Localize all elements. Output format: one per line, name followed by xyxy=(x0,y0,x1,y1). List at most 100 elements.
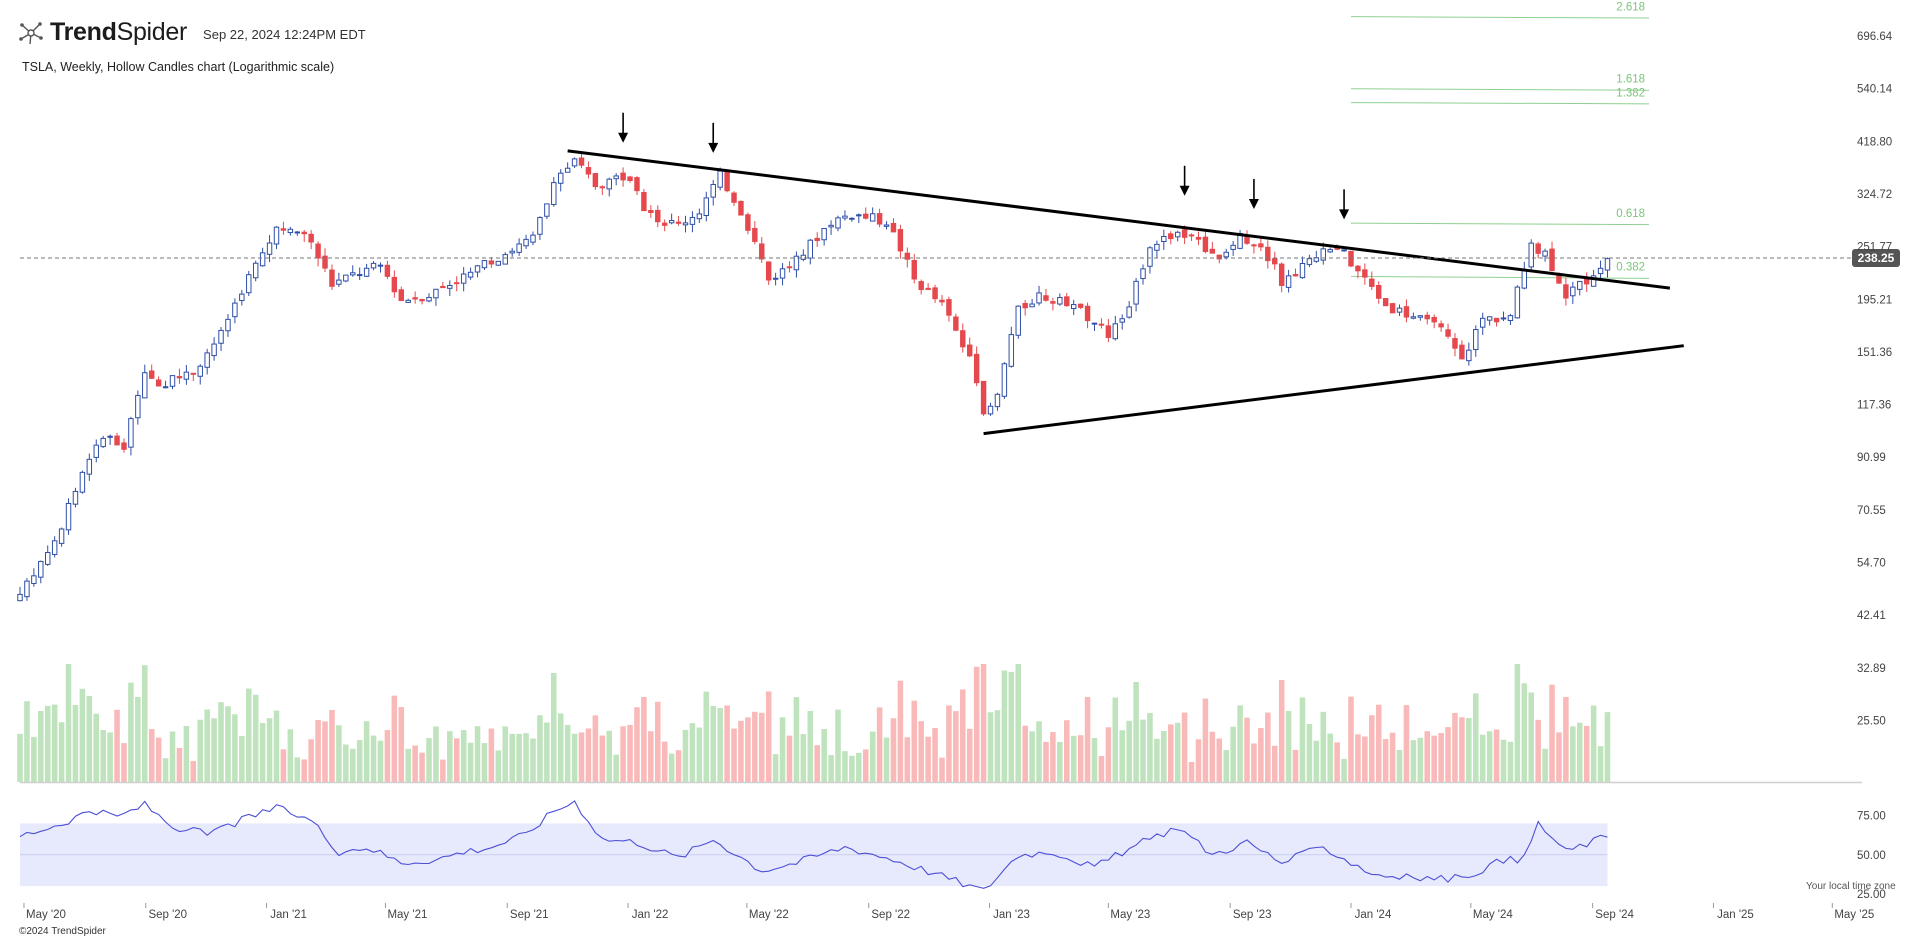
volume-bar xyxy=(939,757,945,782)
volume-bar xyxy=(613,754,619,782)
arrow-head xyxy=(1248,198,1259,209)
candle-body xyxy=(1500,317,1507,320)
candle-body xyxy=(1057,296,1063,305)
y-tick-label: 696.64 xyxy=(1857,31,1893,43)
candle-body xyxy=(1473,329,1479,351)
candle-body xyxy=(1022,302,1028,309)
arrow-head xyxy=(708,142,719,153)
volume-bar xyxy=(1216,738,1223,782)
volume-bar xyxy=(1493,729,1500,782)
volume-bar xyxy=(551,672,557,782)
candle-body xyxy=(1438,323,1444,328)
candle-body xyxy=(24,580,30,598)
volume-bar xyxy=(148,729,155,782)
x-tick-label: Sep '22 xyxy=(871,909,910,921)
candle-body xyxy=(1452,338,1458,349)
candle-body xyxy=(856,214,862,217)
candle-body xyxy=(738,200,744,216)
volume-bar xyxy=(1313,740,1320,782)
candle-body xyxy=(731,192,737,203)
volume-bar xyxy=(495,750,502,782)
candle-body xyxy=(1216,254,1222,260)
fib-label-1: 1.618 xyxy=(1616,74,1645,86)
volume-bar xyxy=(356,740,363,782)
volume-bar xyxy=(585,728,592,782)
candle-body xyxy=(447,284,453,289)
volume-bar xyxy=(363,721,370,782)
volume-bar xyxy=(1230,726,1236,782)
volume-bar xyxy=(245,688,252,782)
volume-bar xyxy=(280,749,287,782)
volume-bar xyxy=(1209,731,1216,782)
volume-bar xyxy=(1320,711,1327,782)
volume-bar xyxy=(592,715,599,782)
volume-bar xyxy=(1355,734,1361,782)
candle-body xyxy=(613,175,619,180)
rejection-arrows xyxy=(618,112,1350,220)
candle-body xyxy=(1549,248,1555,271)
candle-body xyxy=(953,316,959,331)
volume-bar xyxy=(675,750,682,782)
candle-body xyxy=(1410,316,1417,319)
candle-body xyxy=(128,418,134,448)
candle-body xyxy=(946,299,952,316)
volume-bar xyxy=(419,752,425,782)
candle-body xyxy=(1223,251,1229,258)
x-tick-label: May '20 xyxy=(26,909,66,921)
candle-body xyxy=(551,182,557,206)
fib-label-0: 2.618 xyxy=(1616,2,1645,14)
candle-body xyxy=(502,254,508,265)
arrow-head xyxy=(1179,185,1190,196)
volume-bar xyxy=(1590,705,1597,782)
candle-body xyxy=(1369,278,1375,287)
volume-bar xyxy=(1604,712,1611,782)
volume-bar xyxy=(1015,664,1022,782)
candle-body xyxy=(1119,318,1125,323)
timezone-note: Your local time zone xyxy=(1806,881,1896,892)
candle-body xyxy=(169,375,176,387)
candle-body xyxy=(1590,275,1597,287)
volume-bar xyxy=(869,731,876,782)
volume-bar xyxy=(197,719,204,782)
volume-bar xyxy=(336,725,342,782)
candle-body xyxy=(932,287,938,300)
candle-body xyxy=(537,217,543,235)
candle-body xyxy=(779,268,786,279)
volume-bar xyxy=(1535,719,1541,782)
candle-body xyxy=(72,490,79,505)
volume-bar xyxy=(786,735,793,782)
candle-body xyxy=(93,444,99,458)
candle-body xyxy=(1154,243,1160,251)
x-tick-label: May '24 xyxy=(1473,909,1514,921)
candle-body xyxy=(1577,280,1583,290)
candle-body xyxy=(377,264,384,267)
candle-body xyxy=(661,222,668,226)
volume-bar xyxy=(557,713,564,782)
candle-body xyxy=(1521,269,1528,289)
brand-logo: TrendSpider Sep 22, 2024 12:24PM EDT xyxy=(18,18,366,47)
candle-body xyxy=(1292,273,1299,277)
volume-bar xyxy=(800,734,807,782)
volume-bar xyxy=(980,664,987,782)
candle-body xyxy=(1043,295,1049,301)
candle-body xyxy=(1091,322,1098,325)
fib-line-1 xyxy=(1350,88,1650,91)
candle-body xyxy=(1376,285,1382,299)
y-tick-label: 324.72 xyxy=(1857,189,1892,201)
candle-body xyxy=(1029,303,1035,308)
volume-bar xyxy=(821,729,827,782)
candle-body xyxy=(1597,267,1604,275)
candle-body xyxy=(142,372,148,399)
volume-bar xyxy=(1126,720,1132,782)
volume-bar xyxy=(904,737,911,782)
volume-bar xyxy=(1133,681,1139,782)
volume-bar xyxy=(447,731,453,782)
volume-bar xyxy=(38,710,44,782)
volume-bar xyxy=(1167,724,1174,782)
volume-bar xyxy=(1327,733,1333,782)
volume-bar xyxy=(142,665,148,782)
volume-bar xyxy=(481,743,488,782)
volume-bar xyxy=(710,705,716,782)
candle-body xyxy=(1459,344,1465,360)
